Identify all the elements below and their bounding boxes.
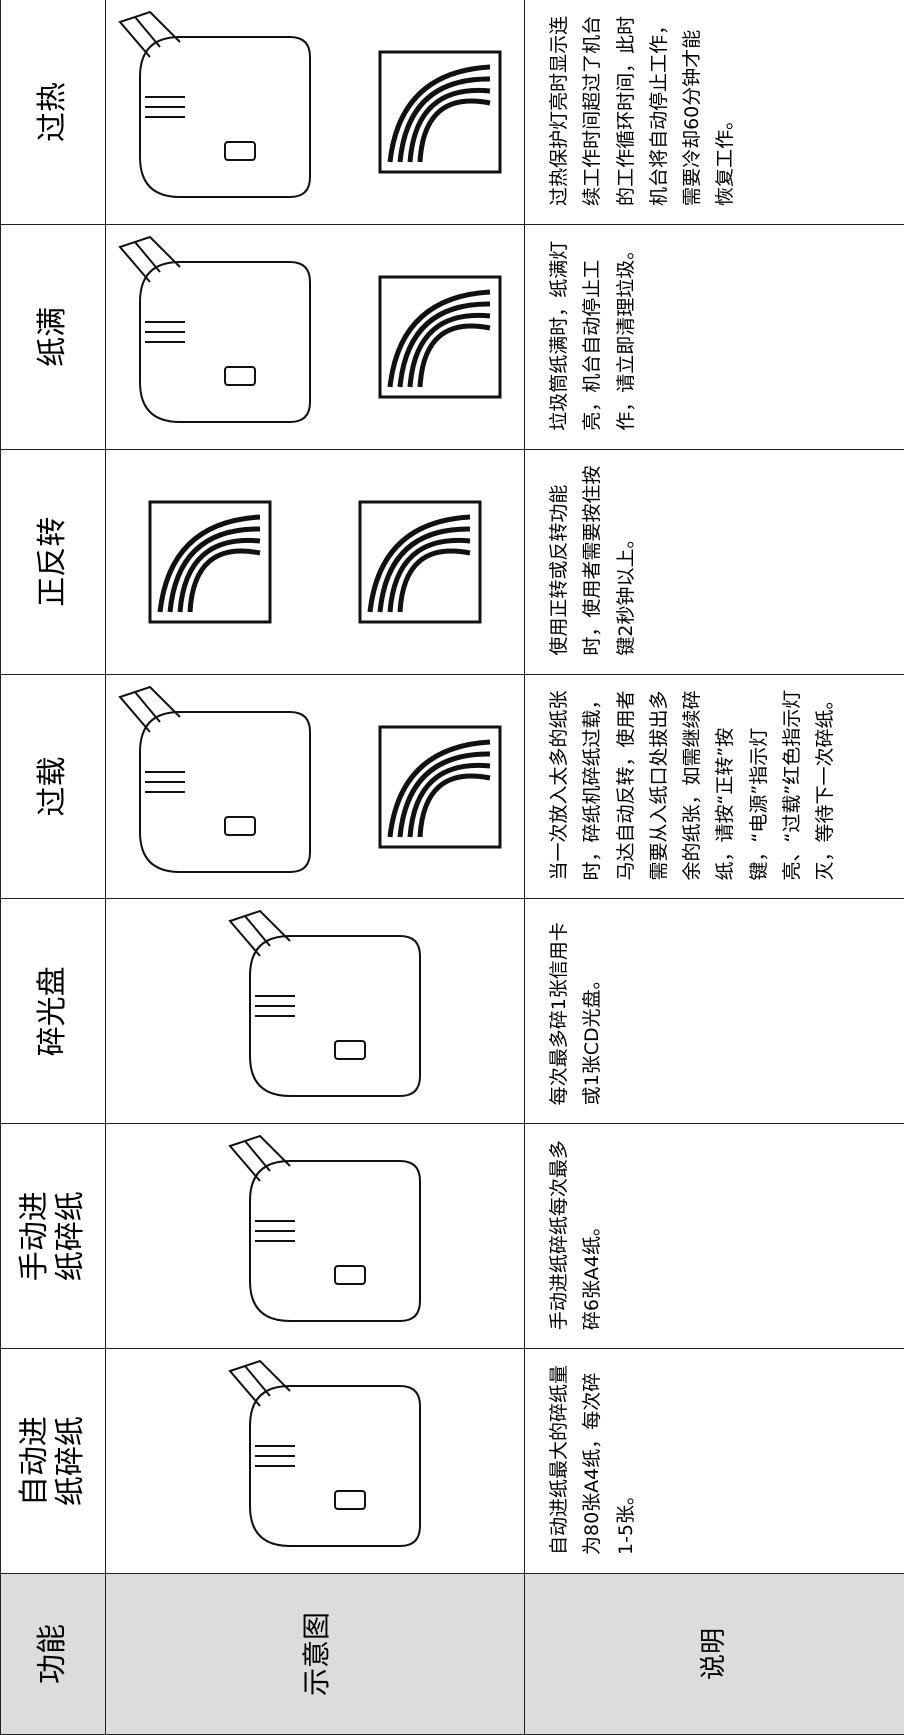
diagram [118,235,502,423]
shredder-tray [118,685,181,733]
zoom-arc [397,751,491,837]
zoom-arc [417,98,491,163]
shredder-body [139,710,311,873]
diagram [228,1135,421,1323]
zoom-arc [417,323,491,387]
diagram-group [228,1359,421,1548]
diagram-group [118,685,502,873]
shredder-window [334,1040,366,1061]
shredder-tray [228,910,291,958]
function-cell: 自动进纸碎纸 [0,1348,106,1574]
header-description: 说明 [524,1573,904,1735]
function-cell: 过载 [0,674,106,899]
shredder-tray [118,235,181,283]
zoom-arc [187,548,261,612]
function-name: 碎光盘 [35,966,70,1057]
diagram-cell [105,1348,525,1574]
description-cell: 当一次放入太多的纸张时，碎纸机碎纸过载，马达自动反转，使用者需要从入纸口处拔出多… [524,674,904,899]
shredder-tray [118,10,181,58]
diagram-group [118,235,502,423]
shredder-body [249,1385,421,1548]
zoom-arc [177,537,261,612]
function-cell: 过热 [0,0,106,225]
shredder-window [334,1490,366,1511]
shredder-slot [145,770,185,793]
shredder-slot [145,96,185,119]
zoom-arc [397,76,491,163]
diagram [118,10,502,199]
function-cell: 碎光盘 [0,898,106,1124]
zoom-arc [377,526,471,612]
description-cell: 每次最多碎1张信用卡或1张CD光盘。 [524,898,904,1124]
shredder-body [249,1160,421,1323]
diagram-cell [105,674,525,899]
diagram-cell [105,898,525,1124]
shredder-window [334,1265,366,1286]
function-cell: 正反转 [0,449,106,675]
diagram-cell [105,0,525,225]
zoom-arc [367,514,471,612]
zoom-arc [407,87,491,163]
shredder-tray [228,1359,291,1407]
function-cell: 纸满 [0,224,106,450]
diagram-group [228,1135,421,1323]
description-cell: 垃圾筒纸满时，纸满灯亮，机台自动停止工作，请立即清理垃圾。 [524,224,904,450]
function-name: 正反转 [35,516,70,607]
function-name: 自动进纸碎纸 [17,1416,88,1507]
diagram-group [148,500,482,624]
description-cell: 过热保护灯亮时显示连续工作时间超过了机台的工作循环时间，此时机台将自动停止工作，… [524,0,904,225]
zoom-arc [387,289,491,388]
header-function: 功能 [35,1624,70,1684]
zoom-arc [397,548,471,612]
function-cell: 手动进纸碎纸 [0,1123,106,1349]
description-cell: 使用正转或反转功能时，使用者需要按住按键2秒钟以上。 [524,449,904,675]
shredder-body [139,260,311,423]
diagram-cell [105,449,525,675]
header-cell: 功能 [0,1573,106,1735]
zoom-arc [407,312,491,388]
diagram-cell [105,1123,525,1349]
function-name: 过热 [35,82,70,143]
zoom-arc [417,773,491,837]
diagram [228,910,421,1098]
header-diagram: 示意图 [105,1573,525,1735]
zoom-arc [387,537,471,612]
description-cell: 手动进纸碎纸每次最多碎6张A4纸。 [524,1123,904,1349]
zoom-arc [387,64,491,163]
diagram [118,685,502,873]
diagram [148,500,482,624]
shredder-slot [255,995,295,1018]
function-name: 手动进纸碎纸 [17,1191,88,1282]
function-name: 纸满 [35,306,70,367]
description-cell: 自动进纸最大的碎纸量为80张A4纸，每次碎1-5张。 [524,1348,904,1574]
shredder-tray [228,1135,291,1182]
diagram-group [228,910,421,1098]
zoom-arc [167,526,261,612]
zoom-arc [407,762,491,837]
diagram-group [118,10,502,199]
shredder-slot [145,320,185,343]
shredder-slot [255,1445,295,1468]
shredder-body [249,935,421,1098]
shredder-window [224,141,256,162]
function-name: 过载 [35,756,70,817]
shredder-slot [255,1220,295,1243]
zoom-arc [397,301,491,388]
shredder-window [224,815,256,836]
zoom-arc [387,739,491,837]
zoom-arc [157,514,261,612]
shredder-window [224,365,256,386]
diagram-cell [105,224,525,450]
diagram [228,1359,421,1548]
shredder-body [139,36,311,199]
